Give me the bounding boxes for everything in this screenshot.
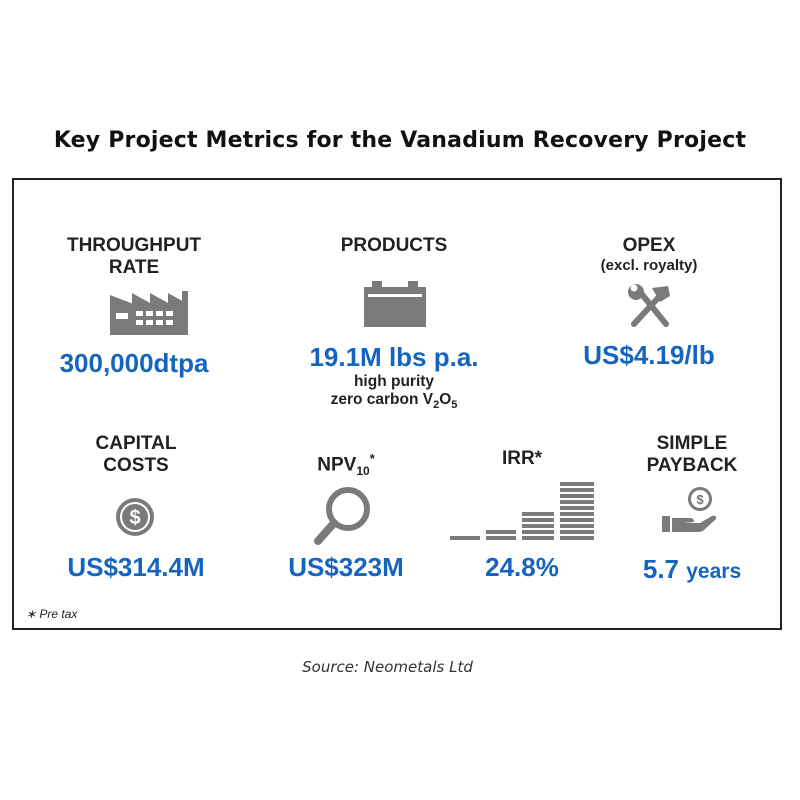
pretax-footnote: ∗ Pre tax — [26, 607, 78, 621]
bar-stack-icon — [450, 482, 594, 540]
products-label-wrap: PRODUCTS — [314, 235, 474, 257]
capital-value-wrap: US$314.4M — [36, 552, 236, 583]
npv-label: NPV10* — [276, 448, 416, 482]
payback-label-line2: PAYBACK — [646, 455, 738, 476]
npv-label-prefix: NPV — [317, 454, 357, 476]
source-caption: Source: Neometals Ltd — [302, 658, 473, 676]
payback-label-wrap: SIMPLE PAYBACK — [617, 433, 767, 477]
products-desc-mid: O — [439, 391, 452, 408]
products-desc-prefix: zero carbon V — [330, 391, 434, 408]
capital-label-line1: CAPITAL — [95, 433, 177, 454]
opex-value: US$4.19/lb — [583, 340, 715, 370]
npv-value-wrap: US$323M — [246, 552, 446, 583]
opex-value-wrap: US$4.19/lb — [549, 340, 749, 371]
throughput-label: THROUGHPUT RATE — [54, 235, 214, 279]
chart-title: Key Project Metrics for the Vanadium Rec… — [53, 128, 747, 153]
products-desc-line2: zero carbon V2O5 — [274, 391, 514, 414]
irr-value: 24.8% — [485, 552, 559, 582]
npv-label-suffix: * — [369, 451, 375, 466]
products-value: 19.1M lbs p.a. — [309, 342, 479, 372]
npv-label-wrap: NPV10* — [276, 448, 416, 482]
factory-icon — [110, 291, 188, 335]
irr-label-wrap: IRR* — [477, 448, 567, 470]
metrics-panel: THROUGHPUT RATE 300,000dtpa PRODUCTS 19.… — [12, 178, 782, 630]
svg-text:$: $ — [129, 507, 140, 529]
npv-value: US$323M — [288, 552, 404, 582]
products-desc-sub2: 5 — [451, 399, 458, 412]
throughput-label-line2: RATE — [108, 257, 160, 278]
throughput-value: 300,000dtpa — [59, 348, 209, 378]
opex-sublabel: (excl. royalty) — [600, 257, 698, 274]
capital-label-line2: COSTS — [103, 455, 169, 476]
irr-value-wrap: 24.8% — [447, 552, 597, 583]
throughput-value-wrap: 300,000dtpa — [34, 348, 234, 379]
svg-text:$: $ — [696, 492, 704, 507]
opex-label-wrap: OPEX (excl. royalty) — [559, 235, 739, 274]
products-desc-line1: high purity — [353, 373, 435, 390]
tools-icon — [628, 284, 670, 327]
irr-label: IRR* — [501, 448, 543, 469]
opex-label: OPEX — [622, 235, 676, 256]
npv-label-sub: 10 — [356, 464, 370, 479]
throughput-label-line1: THROUGHPUT — [66, 235, 202, 256]
capital-label-wrap: CAPITAL COSTS — [56, 433, 216, 477]
capital-value: US$314.4M — [67, 552, 205, 582]
products-desc-sub1: 2 — [433, 399, 440, 412]
dollar-coin-icon: $ — [116, 498, 154, 536]
hand-coin-icon: $ — [662, 487, 717, 532]
payback-label-line1: SIMPLE — [656, 433, 728, 454]
products-label: PRODUCTS — [340, 235, 448, 256]
products-value-wrap: 19.1M lbs p.a. high purity zero carbon V… — [274, 342, 514, 414]
payback-value-unit: years — [686, 560, 742, 583]
payback-value-wrap: 5.7 years — [607, 554, 777, 585]
magnifier-icon — [314, 487, 370, 545]
payback-value: 5.7 years — [607, 554, 777, 585]
battery-icon — [364, 281, 426, 327]
payback-value-number: 5.7 — [642, 554, 680, 584]
